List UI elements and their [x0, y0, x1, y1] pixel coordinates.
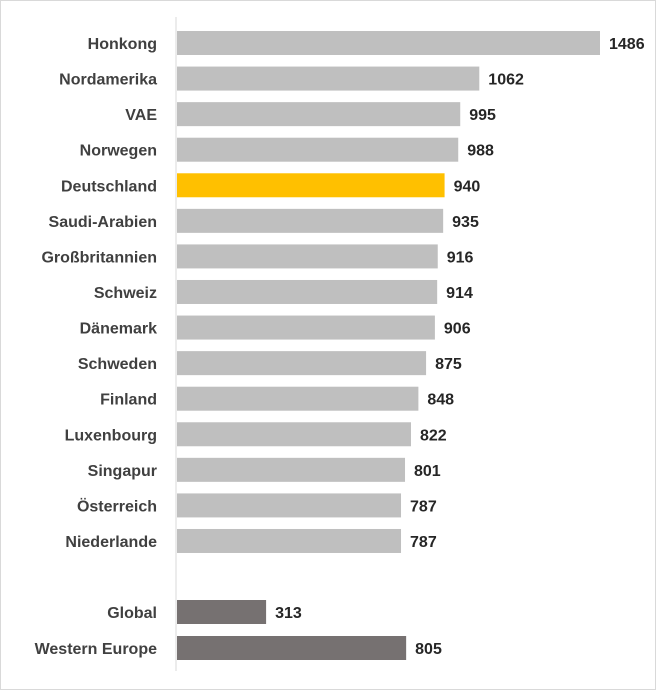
category-label-großbritannien: Großbritannien [41, 249, 157, 266]
bar-österreich [177, 493, 402, 518]
bar-global [177, 600, 267, 624]
value-label-norwegen: 988 [467, 143, 494, 160]
bar-norwegen [177, 137, 459, 162]
value-label-großbritannien: 916 [447, 249, 474, 266]
bar-schweden [177, 351, 427, 376]
bar-vae [177, 102, 461, 127]
category-label-deutschland: Deutschland [61, 178, 157, 195]
category-label-saudi-arabien: Saudi-Arabien [49, 214, 157, 231]
value-label-honkong: 1486 [609, 36, 645, 53]
category-label-niederlande: Niederlande [65, 534, 157, 551]
category-label-dänemark: Dänemark [80, 321, 157, 338]
value-label-deutschland: 940 [454, 178, 481, 195]
value-label-dänemark: 906 [444, 321, 471, 338]
category-label-schweiz: Schweiz [94, 285, 157, 302]
category-label-nordamerika: Nordamerika [59, 72, 157, 89]
value-label-niederlande: 787 [410, 534, 437, 551]
value-label-western-europe: 805 [415, 641, 442, 658]
value-label-schweiz: 914 [446, 285, 473, 302]
category-label-western-europe: Western Europe [35, 641, 158, 658]
bar-deutschland [177, 173, 445, 198]
bar-dänemark [177, 315, 435, 340]
bar-finland [177, 386, 419, 411]
category-label-singapur: Singapur [88, 463, 157, 480]
value-label-saudi-arabien: 935 [452, 214, 479, 231]
bar-singapur [177, 457, 406, 482]
value-label-singapur: 801 [414, 463, 441, 480]
category-label-global: Global [107, 605, 157, 622]
bar-schweiz [177, 279, 438, 304]
bar-großbritannien [177, 244, 438, 269]
value-label-schweden: 875 [435, 356, 462, 373]
value-label-global: 313 [275, 605, 302, 622]
bar-luxenbourg [177, 422, 411, 447]
bar-honkong [177, 31, 600, 55]
category-label-norwegen: Norwegen [80, 143, 157, 160]
bar-niederlande [177, 528, 402, 553]
category-label-finland: Finland [100, 392, 157, 409]
value-label-finland: 848 [427, 392, 454, 409]
value-label-österreich: 787 [410, 498, 437, 515]
category-label-luxenbourg: Luxenbourg [65, 427, 157, 444]
category-label-vae: VAE [125, 107, 157, 124]
bar-saudi-arabien [177, 208, 444, 233]
bar-western-europe [177, 636, 407, 660]
category-label-österreich: Österreich [77, 496, 157, 515]
value-label-vae: 995 [469, 107, 496, 124]
value-label-luxenbourg: 822 [420, 427, 447, 444]
bar-nordamerika [177, 66, 480, 91]
category-label-schweden: Schweden [78, 356, 157, 373]
value-label-nordamerika: 1062 [488, 72, 524, 89]
category-label-honkong: Honkong [88, 36, 157, 53]
